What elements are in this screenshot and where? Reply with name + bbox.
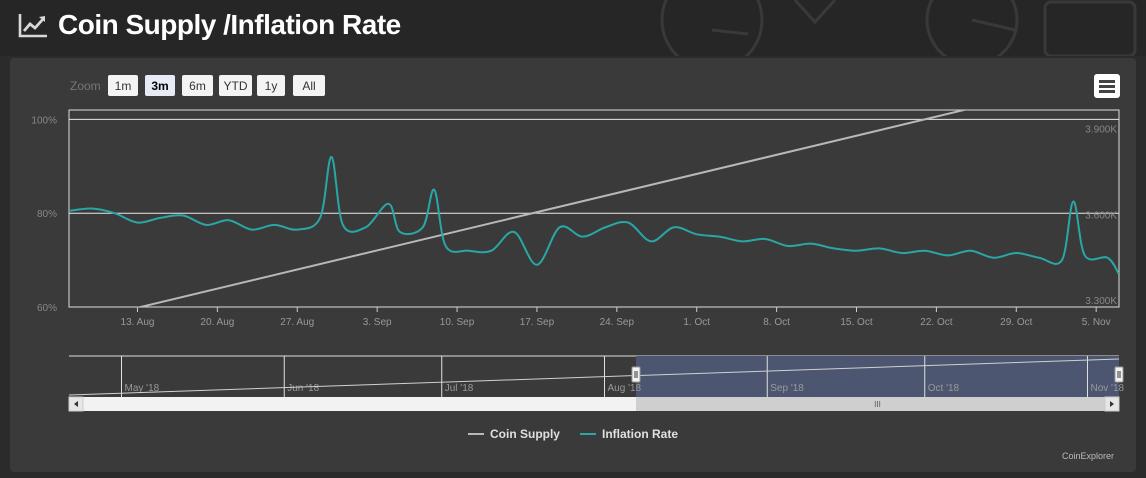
scroll-left-arrow-icon: [74, 401, 78, 407]
coin-supply-line: [136, 110, 969, 307]
y-left-tick-label: 60%: [37, 303, 57, 314]
menu-icon-bar: [1099, 85, 1115, 88]
x-tick-label: 27. Aug: [280, 317, 314, 328]
navigator-handle[interactable]: [1114, 366, 1124, 383]
navigator-label: Aug '18: [608, 383, 642, 394]
page-title: Coin Supply /Inflation Rate: [58, 9, 401, 40]
navigator-label: Sep '18: [770, 383, 804, 394]
credits-link[interactable]: CoinExplorer: [1062, 451, 1115, 461]
scrollbar-grip-icon: III: [874, 400, 881, 409]
y-left-tick-label: 100%: [31, 115, 57, 126]
legend-item-coin-supply[interactable]: Coin Supply: [467, 427, 560, 441]
navigator-label: May '18: [125, 383, 160, 394]
navigator-series-line: [68, 358, 1120, 396]
legend-item-inflation-rate[interactable]: Inflation Rate: [579, 427, 678, 441]
chart-panel: Zoom 1m 3m 6m YTD 1y All 60% 80% 100% 3.300…: [10, 58, 1136, 472]
navigator-label: Oct '18: [928, 383, 960, 394]
plot-border: [68, 109, 1120, 308]
navigator-label: Jul '18: [445, 383, 474, 394]
zoom-1y-button[interactable]: 1y: [257, 75, 285, 96]
legend-label: Inflation Rate: [601, 427, 678, 441]
x-tick-label: 20. Aug: [200, 317, 234, 328]
menu-icon-bar: [1099, 90, 1115, 93]
line-chart-icon: [18, 14, 47, 38]
scroll-right-arrow-icon: [1110, 401, 1114, 407]
x-tick-label: 29. Oct: [1000, 317, 1032, 328]
chart: 60% 80% 100% 3.300K 3.600K 3.900K 13. Aug 20. A…: [31, 109, 1125, 412]
x-tick-label: 5. Nov: [1082, 317, 1111, 328]
background-decoration: [660, 0, 1137, 56]
y-left-tick-label: 80%: [37, 209, 57, 220]
chart-menu-button[interactable]: [1094, 74, 1120, 98]
legend-swatch: [579, 433, 596, 435]
title-area: Coin Supply /Inflation Rate: [18, 9, 401, 41]
x-tick-label: 10. Sep: [440, 317, 475, 328]
navigator-handle[interactable]: [631, 366, 641, 383]
x-tick-label: 17. Sep: [520, 317, 555, 328]
x-tick-label: 15. Oct: [840, 317, 872, 328]
y-right-tick-label: 3.600K: [1085, 210, 1117, 221]
legend-label: Coin Supply: [489, 427, 560, 441]
y-right-tick-label: 3.300K: [1085, 296, 1117, 307]
navigator-selected-range[interactable]: [636, 356, 1119, 397]
menu-icon-bar: [1099, 80, 1115, 83]
zoom-label: Zoom: [70, 79, 101, 93]
scrollbar-thumb[interactable]: [636, 397, 1119, 411]
x-tick-label: 3. Sep: [363, 317, 392, 328]
zoom-6m-button[interactable]: 6m: [182, 75, 213, 96]
x-tick-label: 22. Oct: [920, 317, 952, 328]
x-tick-label: 8. Oct: [763, 317, 790, 328]
x-tick-label: 13. Aug: [121, 317, 155, 328]
zoom-all-button[interactable]: All: [293, 75, 325, 96]
legend: Coin Supply Inflation Rate: [10, 427, 1136, 441]
y-right-tick-label: 3.900K: [1085, 125, 1117, 136]
navigator-label: Nov '18: [1091, 383, 1125, 394]
header: Coin Supply /Inflation Rate: [0, 0, 1146, 56]
navigator-label: Jun '18: [287, 383, 319, 394]
zoom-3m-button[interactable]: 3m: [145, 75, 175, 96]
x-tick-label: 24. Sep: [600, 317, 635, 328]
inflation-rate-line: [69, 155, 1119, 275]
x-tick-label: 1. Oct: [683, 317, 710, 328]
zoom-ytd-button[interactable]: YTD: [219, 75, 252, 96]
zoom-1m-button[interactable]: 1m: [108, 75, 138, 96]
legend-swatch: [467, 433, 484, 435]
